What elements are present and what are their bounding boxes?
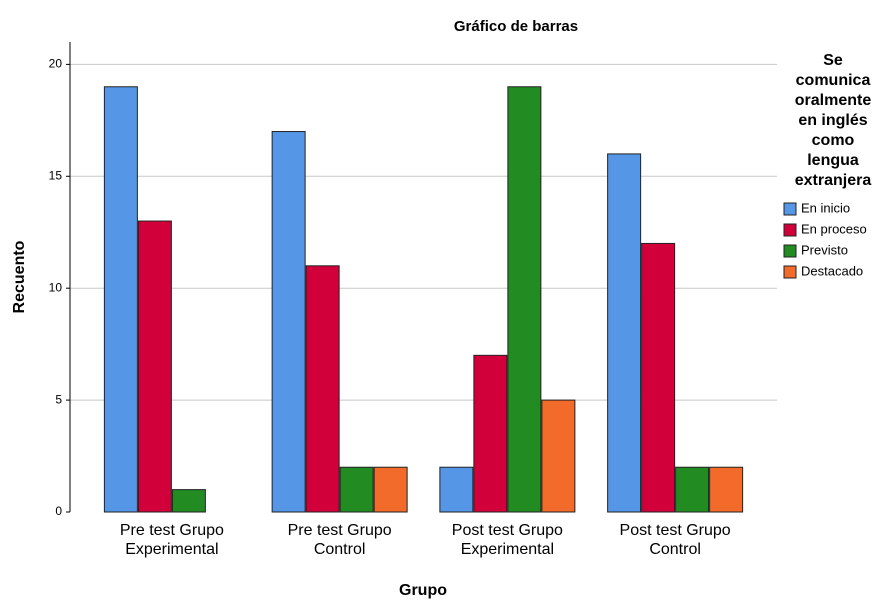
legend-title: oralmente	[795, 92, 872, 109]
legend-title: en inglés	[798, 112, 867, 129]
y-tick-label: 20	[49, 57, 63, 71]
legend-label: Previsto	[801, 242, 848, 257]
bar	[507, 86, 542, 513]
x-tick-label: Control	[314, 541, 366, 558]
y-axis-label: Recuento	[11, 240, 28, 313]
legend-title: extranjera	[795, 172, 872, 189]
bar	[137, 220, 172, 513]
y-tick-label: 15	[49, 168, 63, 182]
legend-swatch	[783, 202, 797, 216]
legend-label: En proceso	[801, 221, 867, 236]
bar	[439, 466, 474, 513]
legend-title: como	[812, 132, 855, 149]
bar	[607, 153, 642, 513]
chart-title: Gráfico de barras	[454, 18, 578, 35]
legend-label: En inicio	[801, 200, 850, 215]
bar	[103, 86, 138, 513]
y-tick-label: 10	[49, 280, 63, 294]
y-tick-label: 5	[55, 392, 62, 406]
bar	[541, 399, 576, 513]
bar	[373, 466, 408, 513]
x-tick-label: Pre test Grupo	[120, 522, 224, 539]
x-tick-label: Experimental	[461, 541, 554, 558]
legend-swatch	[783, 265, 797, 279]
legend-title: lengua	[807, 152, 859, 169]
x-tick-label: Post test Grupo	[620, 522, 731, 539]
x-tick-label: Post test Grupo	[452, 522, 563, 539]
x-axis-label: Grupo	[399, 582, 447, 599]
bar	[271, 131, 306, 513]
bar	[305, 265, 340, 513]
legend-title: comunica	[796, 72, 871, 89]
bar	[641, 242, 676, 513]
bar	[339, 466, 374, 513]
legend-label: Destacado	[801, 263, 863, 278]
legend-swatch	[783, 223, 797, 237]
x-tick-label: Pre test Grupo	[288, 522, 392, 539]
bar	[709, 466, 744, 513]
bar	[171, 489, 206, 513]
bar	[675, 466, 710, 513]
x-tick-label: Experimental	[125, 541, 218, 558]
y-tick-label: 0	[55, 504, 62, 518]
legend-swatch	[783, 244, 797, 258]
bar	[473, 354, 508, 513]
legend-title: Se	[823, 52, 843, 69]
x-tick-label: Control	[649, 541, 701, 558]
